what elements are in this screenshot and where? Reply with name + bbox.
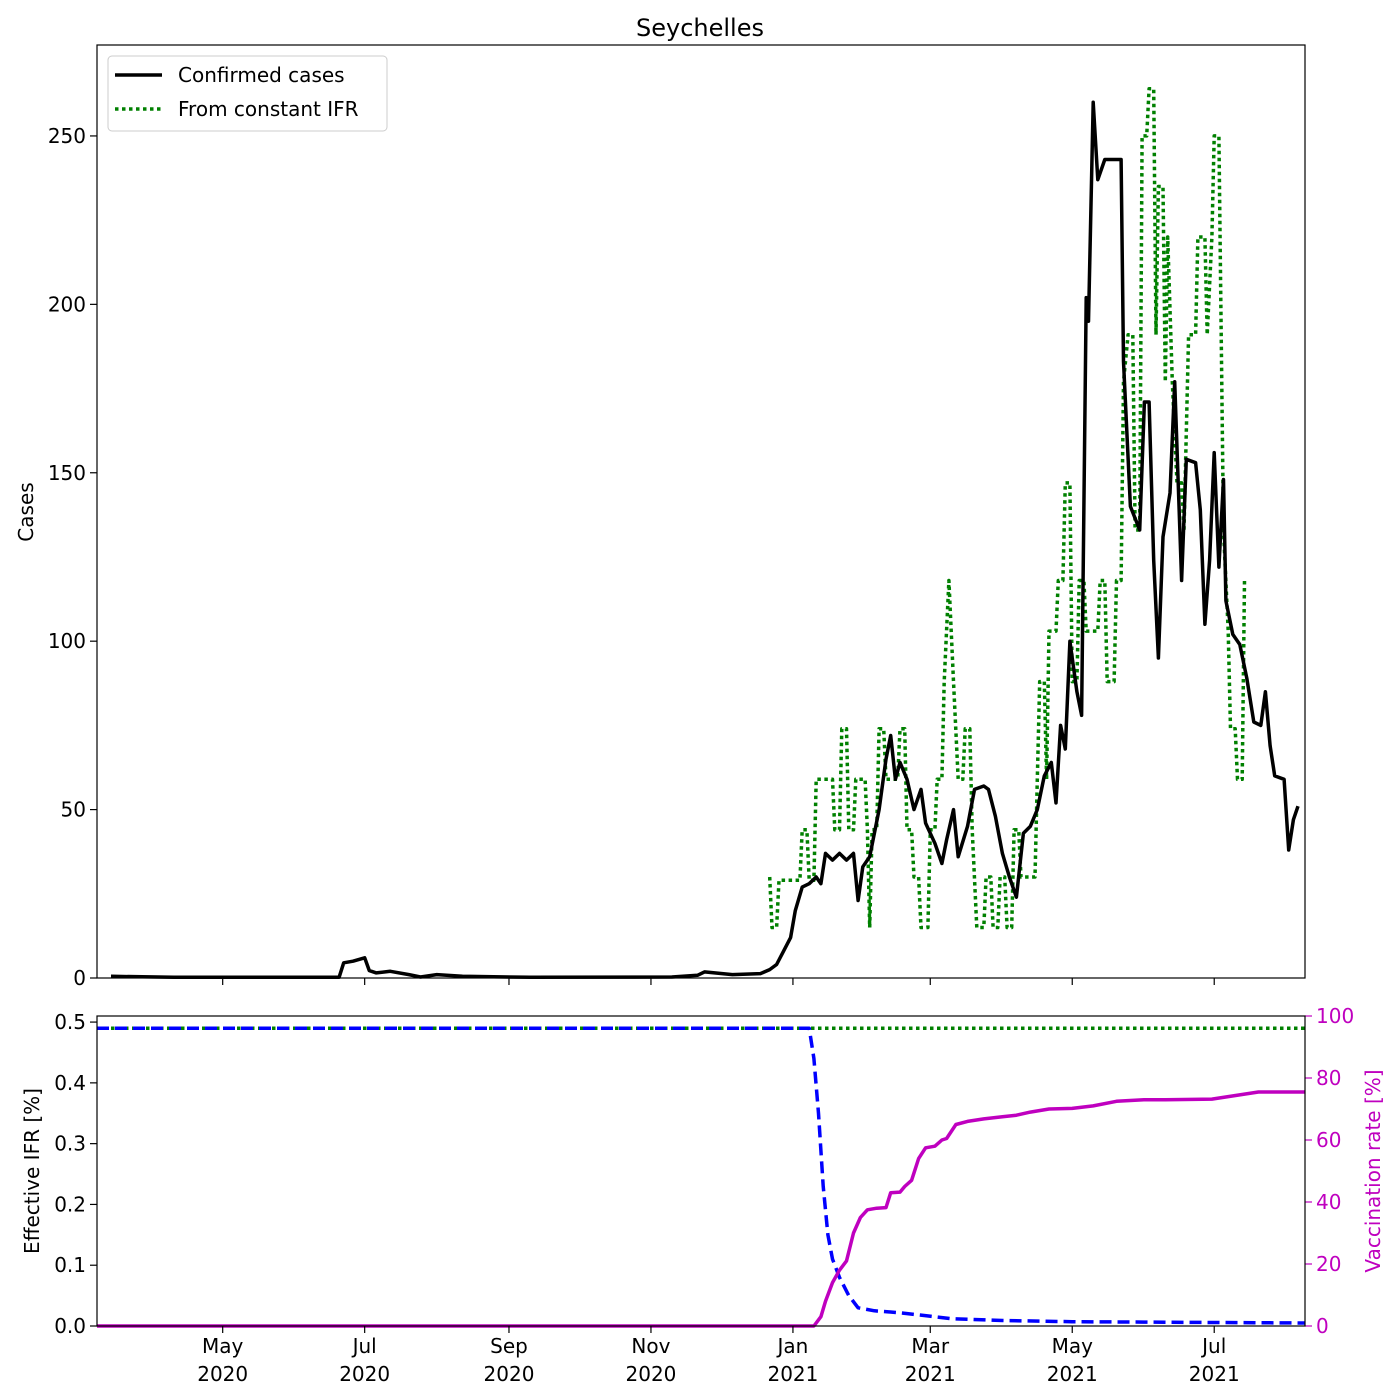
x-tick-label-year: 2020 bbox=[626, 1362, 677, 1386]
y-tick-label: 50 bbox=[61, 798, 86, 822]
y-right-tick-label: 40 bbox=[1316, 1190, 1341, 1214]
y-right-tick-label: 80 bbox=[1316, 1066, 1341, 1090]
x-tick-label-year: 2021 bbox=[767, 1362, 818, 1386]
legend-label-constant-ifr: From constant IFR bbox=[178, 97, 359, 121]
y-right-tick-label: 0 bbox=[1316, 1314, 1329, 1338]
y-tick-label: 0.0 bbox=[54, 1314, 86, 1338]
chart-title: Seychelles bbox=[636, 14, 764, 42]
vaccination-y-axis-label: Vaccination rate [%] bbox=[1361, 1069, 1385, 1272]
x-tick-label-year: 2021 bbox=[1047, 1362, 1098, 1386]
cases-chart: Seychelles Cases 0 50 100 150 200 250 Confirm… bbox=[14, 14, 1306, 990]
y-right-tick-label: 60 bbox=[1316, 1128, 1341, 1152]
cases-plot-area bbox=[110, 87, 1300, 980]
ifr-chart: Effective IFR [%] Vaccination rate [%] 0… bbox=[20, 1004, 1385, 1386]
confirmed-cases-line bbox=[110, 100, 1300, 980]
date-x-axis: May 2020 Jul 2020 Sep 2020 Nov 2020 Jan 2021 Mar 20… bbox=[197, 1326, 1240, 1386]
x-tick-label-month: Jul bbox=[1200, 1334, 1226, 1358]
y-tick-label: 250 bbox=[48, 124, 86, 148]
cases-plot-frame bbox=[96, 44, 1306, 979]
x-tick-label-year: 2021 bbox=[905, 1362, 956, 1386]
y-tick-label: 150 bbox=[48, 461, 86, 485]
constant-ifr-line bbox=[767, 87, 1247, 930]
x-tick-label-month: Sep bbox=[490, 1334, 528, 1358]
ifr-y-axis-label: Effective IFR [%] bbox=[20, 1088, 44, 1254]
x-tick-label-month: Jul bbox=[351, 1334, 377, 1358]
y-tick-label: 100 bbox=[48, 629, 86, 653]
legend: Confirmed cases From constant IFR bbox=[107, 55, 388, 132]
x-tick-label-month: Jan bbox=[776, 1334, 809, 1358]
y-tick-label: 0.5 bbox=[54, 1010, 86, 1034]
x-tick-label-month: May bbox=[202, 1334, 244, 1358]
y-right-tick-label: 20 bbox=[1316, 1252, 1341, 1276]
x-tick-label-year: 2020 bbox=[339, 1362, 390, 1386]
ifr-plot-area bbox=[97, 1026, 1306, 1328]
y-tick-label: 0.4 bbox=[54, 1071, 86, 1095]
y-tick-label: 0 bbox=[73, 966, 86, 990]
ifr-plot-frame bbox=[96, 1015, 1306, 1327]
x-tick-label-month: May bbox=[1052, 1334, 1094, 1358]
y-right-tick-label: 100 bbox=[1316, 1004, 1354, 1028]
effective-ifr-line bbox=[97, 1026, 1306, 1325]
y-tick-label: 0.1 bbox=[54, 1253, 86, 1277]
y-tick-label: 0.2 bbox=[54, 1192, 86, 1216]
legend-box bbox=[107, 55, 388, 132]
x-tick-label-year: 2020 bbox=[484, 1362, 535, 1386]
x-tick-label-month: Mar bbox=[911, 1334, 950, 1358]
cases-y-axis: 0 50 100 150 200 250 bbox=[48, 124, 97, 990]
y-tick-label: 0.3 bbox=[54, 1132, 86, 1156]
vaccination-rate-line bbox=[97, 1090, 1305, 1328]
cases-x-axis bbox=[222, 978, 1215, 985]
legend-label-confirmed: Confirmed cases bbox=[178, 63, 345, 87]
x-tick-label-month: Nov bbox=[631, 1334, 670, 1358]
cases-y-axis-label: Cases bbox=[14, 482, 38, 541]
x-tick-label-year: 2020 bbox=[197, 1362, 248, 1386]
vaccination-y-axis: 0 20 40 60 80 100 bbox=[1305, 1004, 1354, 1338]
x-tick-label-year: 2021 bbox=[1189, 1362, 1240, 1386]
ifr-y-axis: 0.0 0.1 0.2 0.3 0.4 0.5 bbox=[54, 1010, 97, 1338]
y-tick-label: 200 bbox=[48, 292, 86, 316]
